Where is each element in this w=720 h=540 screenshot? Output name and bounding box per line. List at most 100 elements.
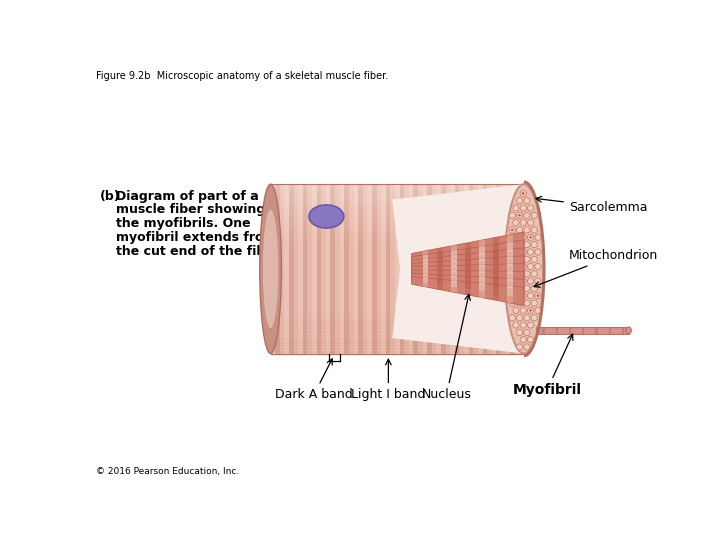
- Polygon shape: [451, 255, 456, 267]
- Text: Light I band: Light I band: [351, 359, 426, 401]
- Polygon shape: [335, 184, 340, 354]
- Polygon shape: [363, 184, 367, 354]
- Ellipse shape: [520, 249, 526, 255]
- Polygon shape: [437, 271, 443, 281]
- Polygon shape: [271, 199, 524, 202]
- Polygon shape: [436, 184, 441, 354]
- Polygon shape: [271, 350, 524, 353]
- Polygon shape: [451, 246, 456, 257]
- Ellipse shape: [509, 315, 516, 321]
- Polygon shape: [312, 184, 317, 354]
- Polygon shape: [507, 264, 513, 281]
- Polygon shape: [536, 327, 629, 334]
- Text: the cut end of the fiber.: the cut end of the fiber.: [116, 245, 282, 258]
- Polygon shape: [271, 184, 275, 354]
- Polygon shape: [330, 184, 335, 354]
- Ellipse shape: [516, 329, 523, 335]
- Polygon shape: [493, 244, 499, 260]
- Polygon shape: [437, 257, 443, 267]
- Polygon shape: [496, 184, 501, 354]
- Polygon shape: [349, 184, 354, 354]
- Ellipse shape: [520, 293, 526, 299]
- Ellipse shape: [513, 322, 519, 328]
- Ellipse shape: [513, 293, 519, 299]
- Polygon shape: [423, 266, 428, 275]
- Ellipse shape: [309, 205, 344, 228]
- Ellipse shape: [516, 286, 523, 292]
- Polygon shape: [479, 259, 485, 273]
- Polygon shape: [465, 265, 471, 278]
- Polygon shape: [493, 264, 499, 280]
- Ellipse shape: [505, 184, 544, 354]
- Ellipse shape: [531, 227, 537, 233]
- Polygon shape: [271, 340, 524, 342]
- Ellipse shape: [520, 205, 526, 211]
- Text: Mitochondrion: Mitochondrion: [534, 249, 658, 287]
- Ellipse shape: [535, 293, 541, 299]
- Polygon shape: [507, 256, 513, 274]
- Polygon shape: [501, 184, 505, 354]
- Polygon shape: [412, 248, 524, 268]
- Polygon shape: [482, 184, 487, 354]
- Ellipse shape: [509, 271, 516, 277]
- Polygon shape: [507, 249, 513, 266]
- Polygon shape: [493, 271, 499, 287]
- Polygon shape: [271, 214, 524, 217]
- Polygon shape: [493, 238, 499, 253]
- Polygon shape: [451, 251, 456, 262]
- Ellipse shape: [531, 315, 537, 321]
- Polygon shape: [317, 184, 321, 354]
- Polygon shape: [479, 271, 485, 285]
- Polygon shape: [412, 276, 524, 306]
- Polygon shape: [372, 184, 377, 354]
- Polygon shape: [294, 184, 298, 354]
- Polygon shape: [479, 240, 485, 254]
- Ellipse shape: [516, 271, 523, 277]
- Ellipse shape: [509, 286, 516, 292]
- Polygon shape: [569, 327, 571, 334]
- Polygon shape: [437, 266, 443, 276]
- Polygon shape: [465, 276, 471, 289]
- Polygon shape: [608, 327, 611, 334]
- Polygon shape: [515, 184, 519, 354]
- Ellipse shape: [520, 322, 526, 328]
- Polygon shape: [271, 342, 524, 345]
- Polygon shape: [507, 242, 513, 259]
- Ellipse shape: [531, 241, 537, 248]
- Ellipse shape: [529, 309, 532, 312]
- Ellipse shape: [535, 249, 541, 255]
- Polygon shape: [271, 208, 524, 211]
- Polygon shape: [459, 184, 464, 354]
- Ellipse shape: [520, 264, 526, 269]
- Polygon shape: [465, 260, 471, 273]
- Polygon shape: [423, 251, 428, 260]
- Ellipse shape: [528, 234, 534, 240]
- Ellipse shape: [509, 227, 516, 233]
- Polygon shape: [437, 253, 443, 263]
- Polygon shape: [437, 279, 443, 289]
- Polygon shape: [271, 354, 524, 356]
- Ellipse shape: [528, 278, 534, 284]
- Polygon shape: [487, 184, 492, 354]
- Text: Nucleus: Nucleus: [422, 294, 472, 401]
- Polygon shape: [271, 217, 524, 220]
- Ellipse shape: [516, 315, 523, 321]
- Ellipse shape: [528, 205, 534, 211]
- Polygon shape: [507, 286, 513, 303]
- Polygon shape: [582, 327, 585, 334]
- Ellipse shape: [509, 212, 516, 218]
- Text: © 2016 Pearson Education, Inc.: © 2016 Pearson Education, Inc.: [96, 467, 240, 476]
- Polygon shape: [271, 345, 524, 347]
- Polygon shape: [412, 232, 524, 261]
- Polygon shape: [392, 184, 528, 354]
- Polygon shape: [298, 184, 303, 354]
- Ellipse shape: [520, 336, 526, 343]
- Polygon shape: [478, 184, 482, 354]
- Ellipse shape: [524, 329, 530, 335]
- Polygon shape: [450, 184, 455, 354]
- Polygon shape: [507, 271, 513, 288]
- Ellipse shape: [509, 256, 516, 262]
- Ellipse shape: [535, 264, 541, 269]
- Ellipse shape: [513, 234, 519, 240]
- Polygon shape: [358, 184, 363, 354]
